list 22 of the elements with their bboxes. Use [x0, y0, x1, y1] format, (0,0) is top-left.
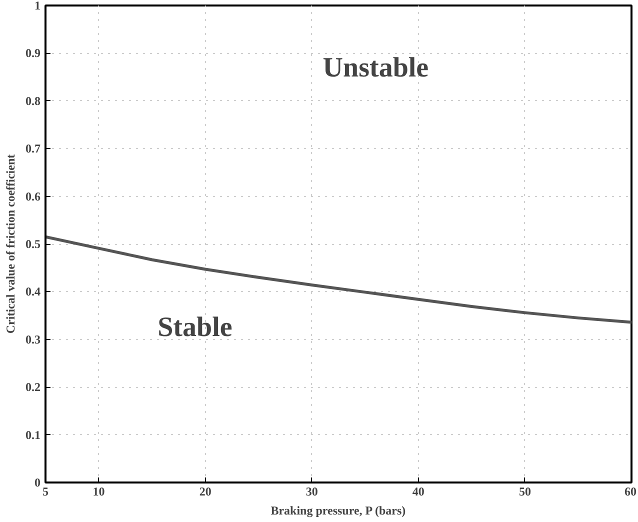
y-tick-label: 0.8	[26, 94, 40, 108]
y-tick-label: 0.2	[26, 380, 40, 394]
y-tick-label: 0.4	[26, 284, 40, 299]
y-tick-label: 0.6	[26, 189, 40, 204]
y-tick-label: 0.1	[26, 428, 40, 442]
y-axis-title: Critical value of friction coefficient	[4, 154, 18, 334]
y-tick-label: 0	[34, 476, 40, 490]
x-axis-title: Braking pressure, P (bars)	[270, 504, 406, 518]
x-tick-label: 5	[42, 484, 48, 498]
y-tick-label: 0.9	[26, 46, 40, 60]
y-tick-label: 0.7	[26, 142, 40, 156]
annotation: Stable	[158, 312, 232, 343]
annotation: Unstable	[322, 52, 429, 84]
x-tick-label: 40	[412, 484, 424, 498]
y-tick-label: 1	[34, 0, 40, 12]
y-tick-label: 0.3	[26, 332, 40, 346]
x-tick-label: 10	[92, 484, 105, 498]
x-tick-label: 30	[306, 484, 318, 498]
y-tick-label: 0.5	[26, 237, 40, 251]
x-tick-label: 50	[518, 484, 531, 498]
x-tick-label: 60	[624, 484, 636, 498]
x-tick-label: 20	[199, 484, 212, 498]
